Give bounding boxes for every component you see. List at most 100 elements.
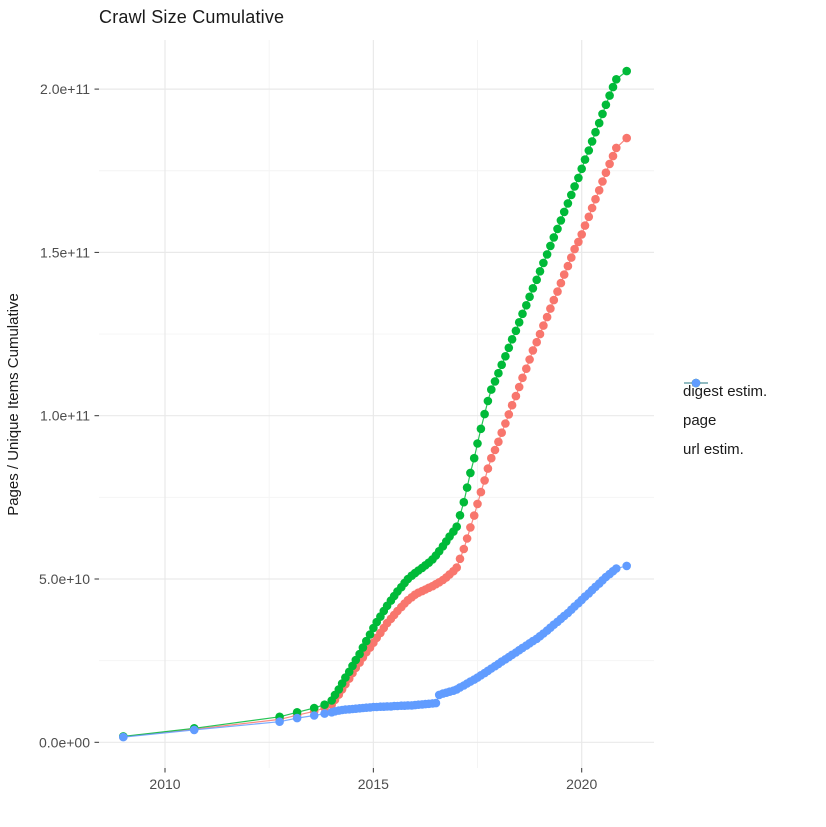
gridlines [99,40,654,768]
data-point [355,649,364,659]
data-point [362,636,371,646]
data-point [462,483,472,492]
data-point [473,499,482,509]
data-point [320,709,329,718]
data-point [574,237,583,247]
data-point [601,168,611,177]
data-point [480,409,489,419]
data-point [570,244,579,254]
data-point [622,66,631,76]
data-point [532,275,541,285]
data-point [494,368,503,378]
data-point [497,360,507,370]
data-point [455,511,465,520]
data-point [469,511,479,520]
data-point [591,194,600,204]
data-point [591,127,600,137]
data-point [511,391,521,401]
data-point [563,199,573,208]
data-point [358,643,368,652]
data-point [605,91,614,100]
data-point [598,177,607,186]
data-point [309,711,319,720]
data-point [580,221,590,230]
data-point [483,464,493,473]
data-point [518,309,527,319]
data-point [459,544,469,554]
data-point [487,385,496,394]
legend-key-icon [684,378,708,388]
data-point [605,159,614,169]
y-tick-label: 1.5e+11 [40,244,90,260]
data-point [601,100,611,110]
data-point [608,151,618,161]
data-point [539,258,548,268]
data-point [511,326,521,336]
y-tick-label: 5.0e+10 [39,571,90,587]
data-point [556,278,566,288]
data-point [490,377,500,386]
data-point [497,428,507,438]
data-point [501,419,510,428]
data-point [455,554,465,564]
data-point [528,346,538,355]
data-point [535,329,545,339]
data-point [577,164,586,174]
y-tick-label: 0.0e+00 [39,734,90,750]
data-point [563,261,573,271]
data-point [480,476,489,485]
data-point [473,439,482,448]
series-page [119,66,631,741]
data-point [539,321,548,330]
series-line [123,137,628,738]
series-line [123,565,627,738]
data-point [594,118,604,128]
data-point [504,410,514,419]
data-point [490,445,500,455]
legend-item-url-estim: url estim. [683,378,767,464]
y-tick-label: 2.0e+11 [40,81,90,97]
data-point [309,703,319,713]
data-point [553,224,562,234]
data-point [559,207,569,217]
data-point [535,267,545,276]
data-point [528,284,538,293]
data-point [501,352,510,361]
x-tick-label: 2010 [149,776,180,792]
legend: digest estim. page url estim. [683,377,767,464]
data-point [320,700,329,709]
data-point [594,186,604,195]
x-tick-label: 2020 [566,776,597,792]
data-point [525,355,534,364]
data-point [514,382,524,392]
data-point [574,173,583,183]
data-point [522,364,531,374]
data-point [546,241,555,251]
data-point [549,295,559,305]
data-point [553,287,562,296]
data-point [431,698,441,708]
data-point [580,155,590,164]
data-point [577,230,586,239]
data-point [608,82,618,92]
data-point [483,396,493,406]
data-point [504,343,514,353]
data-point [546,304,555,313]
data-point [507,400,517,410]
data-point [514,318,524,327]
data-point [567,253,576,262]
data-point [584,146,594,155]
data-point [612,564,621,573]
data-point [275,717,284,726]
series-digest-estim [119,133,631,741]
data-point [476,487,486,497]
legend-label: page [683,412,717,429]
data-point [365,630,375,639]
data-point [570,182,579,191]
data-point [525,292,534,302]
data-point [476,424,486,434]
data-point [452,522,462,531]
data-point [542,312,552,322]
data-point [452,563,462,572]
